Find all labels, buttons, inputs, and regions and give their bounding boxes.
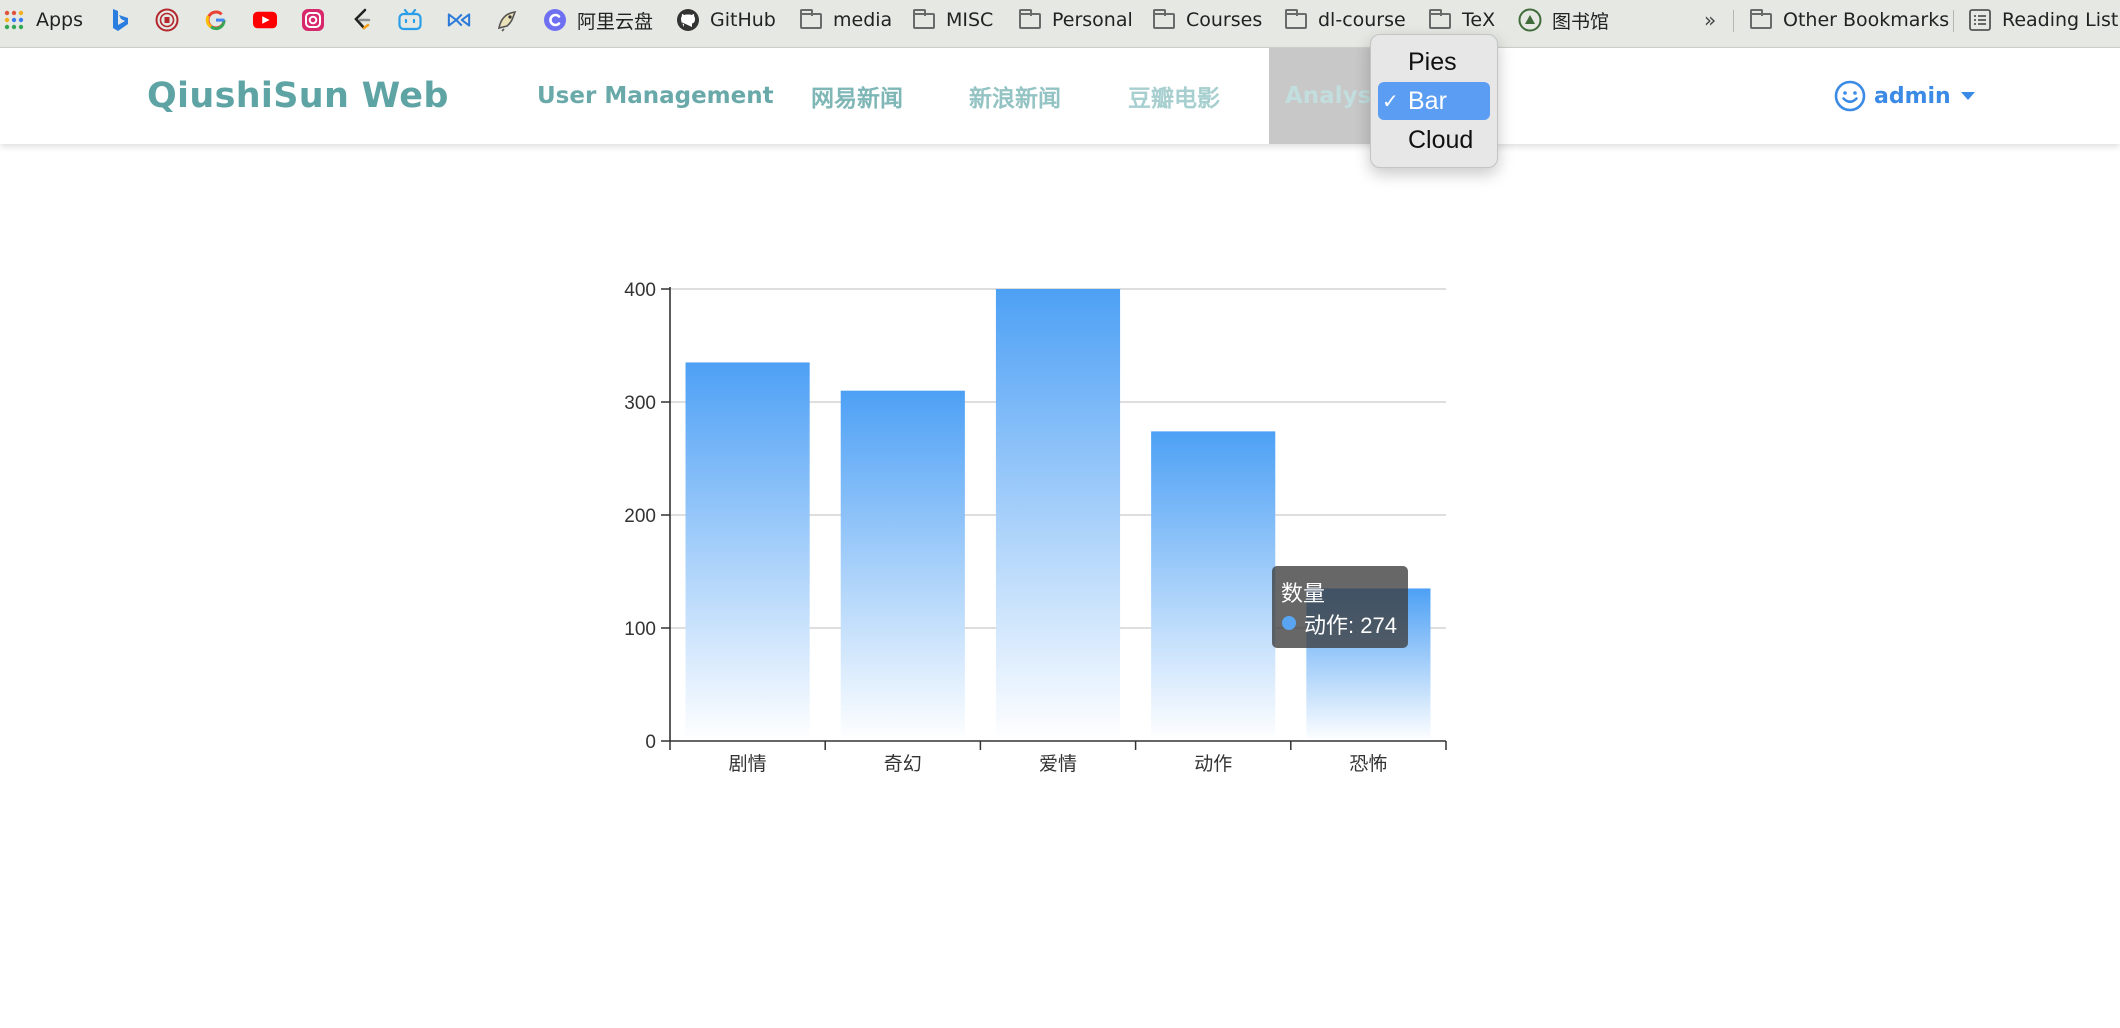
bookmark-library-label: 图书馆 bbox=[1552, 10, 1610, 33]
brand-logo[interactable]: QiushiSun Web bbox=[147, 76, 449, 116]
bookmark-university[interactable] bbox=[155, 0, 179, 40]
bookmark-google[interactable] bbox=[204, 0, 228, 40]
nav-sina-news[interactable]: 新浪新闻 bbox=[969, 86, 1061, 112]
leetcode-icon bbox=[350, 8, 374, 32]
dropdown-option-bar[interactable]: ✓ Bar bbox=[1378, 82, 1490, 120]
chart-type-dropdown: Pies ✓ Bar Cloud bbox=[1370, 34, 1498, 168]
bilibili-tv-icon bbox=[398, 8, 422, 32]
bookmark-folder-label: Personal bbox=[1052, 9, 1133, 31]
bookmarks-bar: Apps bbox=[0, 0, 2120, 48]
bookmark-aliyun-label: 阿里云盘 bbox=[577, 10, 654, 33]
bookmark-folder-label: Courses bbox=[1186, 9, 1263, 31]
tooltip-title: 数量 bbox=[1281, 581, 1326, 606]
x-tick-label: 恐怖 bbox=[1349, 753, 1387, 775]
nav-douban-movies[interactable]: 豆瓣电影 bbox=[1128, 86, 1220, 112]
folder-icon bbox=[799, 8, 823, 32]
bookmark-vscode[interactable] bbox=[447, 0, 471, 40]
bookmarks-overflow-chevron-icon[interactable]: » bbox=[1704, 8, 1717, 32]
apps-grid-icon bbox=[2, 8, 26, 32]
bookmark-duck[interactable] bbox=[495, 0, 519, 40]
tooltip-value: 动作: 274 bbox=[1304, 613, 1397, 638]
bar-剧情 bbox=[685, 362, 810, 741]
folder-icon bbox=[1018, 8, 1042, 32]
dropdown-option-label: Bar bbox=[1408, 86, 1447, 115]
bar-奇幻 bbox=[840, 390, 965, 741]
user-name: admin bbox=[1874, 83, 1951, 109]
nav-user-management[interactable]: User Management bbox=[537, 83, 774, 109]
bookmark-folder-tex[interactable]: TeX bbox=[1428, 0, 1495, 40]
bookmark-folder-courses[interactable]: Courses bbox=[1152, 0, 1262, 40]
dropdown-option-label: Cloud bbox=[1408, 125, 1474, 154]
user-menu[interactable]: admin bbox=[1834, 48, 1975, 144]
university-seal-icon bbox=[155, 8, 179, 32]
bing-icon bbox=[108, 8, 132, 32]
chart-tooltip: 数量 动作: 274 bbox=[1272, 566, 1408, 648]
bookmark-folder-dl-course[interactable]: dl-course bbox=[1284, 0, 1406, 40]
x-tick-label: 爱情 bbox=[1039, 753, 1077, 775]
dropdown-option-label: Pies bbox=[1408, 47, 1457, 76]
x-tick-label: 动作 bbox=[1194, 753, 1232, 775]
reading-list-icon bbox=[1968, 8, 1992, 32]
bookmark-other-label: Other Bookmarks bbox=[1783, 9, 1950, 31]
folder-icon bbox=[912, 8, 936, 32]
x-tick-label: 奇幻 bbox=[884, 753, 922, 775]
folder-icon bbox=[1152, 8, 1176, 32]
dropdown-option-pies[interactable]: Pies bbox=[1378, 43, 1490, 81]
bookmark-leetcode[interactable] bbox=[350, 0, 374, 40]
y-tick-label: 100 bbox=[624, 619, 656, 640]
y-tick-label: 200 bbox=[624, 506, 656, 527]
bookmark-other[interactable]: Other Bookmarks bbox=[1749, 0, 1949, 40]
infinity-logo-icon bbox=[447, 8, 471, 32]
folder-icon bbox=[1428, 8, 1452, 32]
dropdown-option-cloud[interactable]: Cloud bbox=[1378, 121, 1490, 159]
nav-netease-news[interactable]: 网易新闻 bbox=[811, 86, 903, 112]
youtube-icon bbox=[253, 8, 277, 32]
bar-爱情 bbox=[995, 289, 1121, 741]
bookmark-folder-label: TeX bbox=[1462, 9, 1496, 31]
reading-list-button[interactable]: Reading List bbox=[1968, 0, 2118, 40]
bookmark-library[interactable]: 图书馆 bbox=[1518, 0, 1609, 40]
y-tick-label: 0 bbox=[645, 732, 656, 753]
folder-icon bbox=[1284, 8, 1308, 32]
folder-icon bbox=[1749, 8, 1773, 32]
y-tick-label: 300 bbox=[624, 393, 656, 414]
bookmark-bilibili[interactable] bbox=[398, 0, 422, 40]
google-icon bbox=[204, 8, 228, 32]
bookmark-github-label: GitHub bbox=[710, 9, 776, 31]
x-tick-label: 剧情 bbox=[729, 753, 767, 775]
instagram-icon bbox=[301, 8, 325, 32]
bookmark-folder-misc[interactable]: MISC bbox=[912, 0, 993, 40]
bookmark-aliyun[interactable]: 阿里云盘 bbox=[543, 0, 653, 40]
check-icon: ✓ bbox=[1382, 90, 1399, 113]
library-emblem-icon bbox=[1518, 8, 1542, 32]
bookmark-github[interactable]: GitHub bbox=[676, 0, 776, 40]
bookmark-apps[interactable]: Apps bbox=[2, 0, 83, 40]
tooltip-series-marker bbox=[1282, 616, 1296, 630]
aliyun-drive-icon bbox=[543, 8, 567, 32]
y-tick-label: 400 bbox=[624, 280, 656, 301]
reading-list-label: Reading List bbox=[2002, 9, 2119, 31]
bookmark-folder-label: dl-course bbox=[1318, 9, 1406, 31]
duck-mascot-icon bbox=[495, 8, 519, 32]
bookmarks-divider bbox=[1733, 10, 1734, 32]
github-icon bbox=[676, 8, 700, 32]
bookmark-apps-label: Apps bbox=[36, 9, 84, 31]
bookmark-bing[interactable] bbox=[108, 0, 132, 40]
bookmark-youtube[interactable] bbox=[253, 0, 277, 40]
bookmark-folder-label: MISC bbox=[946, 9, 994, 31]
bookmarks-divider bbox=[1953, 10, 1954, 32]
bookmark-folder-media[interactable]: media bbox=[799, 0, 892, 40]
bookmark-folder-label: media bbox=[833, 9, 893, 31]
smiley-user-icon bbox=[1834, 80, 1866, 112]
caret-down-icon bbox=[1960, 92, 1975, 100]
bookmark-folder-personal[interactable]: Personal bbox=[1018, 0, 1133, 40]
bookmark-instagram[interactable] bbox=[301, 0, 325, 40]
bar-动作 bbox=[1151, 431, 1276, 741]
